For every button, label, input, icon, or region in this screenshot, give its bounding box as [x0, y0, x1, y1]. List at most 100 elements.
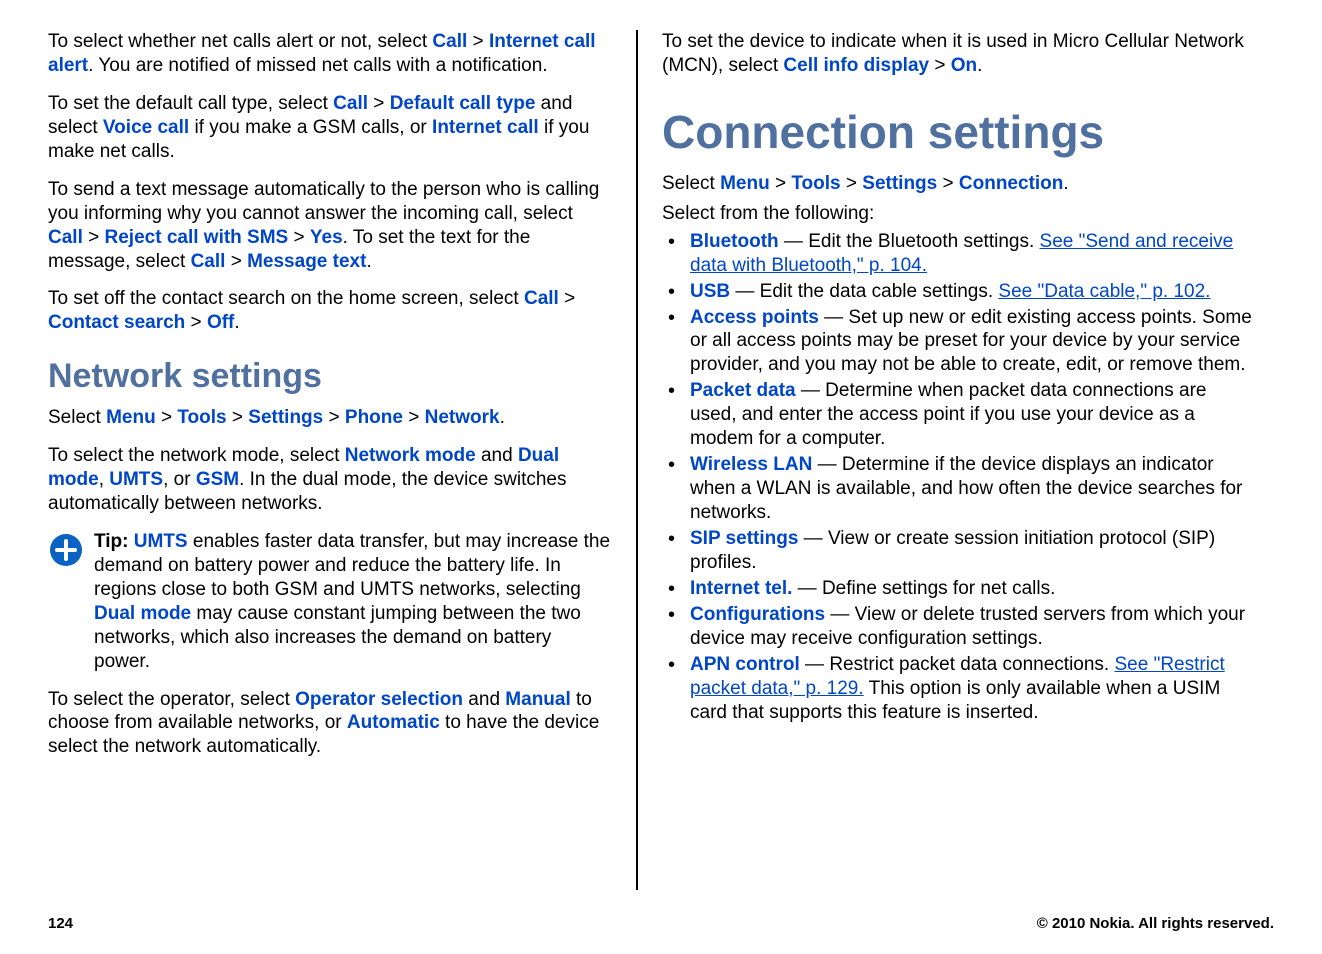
para-net-call-alert: To select whether net calls alert or not… — [48, 30, 612, 78]
text: To send a text message automatically to … — [48, 179, 599, 224]
list-item-usb: USB — Edit the data cable settings. See … — [662, 280, 1254, 304]
text: . — [366, 251, 371, 272]
term-off: Off — [207, 312, 234, 333]
text: . You are notified of missed net calls w… — [88, 55, 547, 76]
text: — Edit the data cable settings. — [730, 281, 998, 302]
separator: > — [937, 173, 959, 194]
para-network-mode: To select the network mode, select Netwo… — [48, 444, 612, 516]
term-internet-call: Internet call — [432, 117, 539, 138]
term-usb: USB — [690, 281, 730, 302]
term-menu: Menu — [720, 173, 770, 194]
text: . — [1063, 173, 1068, 194]
text: To set the default call type, select — [48, 93, 333, 114]
text: , or — [163, 469, 196, 490]
link-usb-ref[interactable]: See "Data cable," p. 102. — [998, 281, 1210, 302]
term-message-text: Message text — [247, 251, 366, 272]
text: Select — [48, 407, 106, 428]
text: Select — [662, 173, 720, 194]
term-sip-settings: SIP settings — [690, 528, 798, 549]
para-reject-sms: To send a text message automatically to … — [48, 178, 612, 274]
text: and — [463, 689, 505, 710]
tip-icon — [48, 532, 84, 568]
term-settings: Settings — [862, 173, 937, 194]
connection-options-list: Bluetooth — Edit the Bluetooth settings.… — [662, 230, 1254, 725]
separator: > — [227, 407, 249, 428]
term-gsm: GSM — [196, 469, 239, 490]
separator: > — [156, 407, 178, 428]
term-umts: UMTS — [134, 531, 188, 552]
term-network: Network — [425, 407, 500, 428]
list-item-configurations: Configurations — View or delete trusted … — [662, 603, 1254, 651]
separator: > — [841, 173, 863, 194]
left-column: To select whether net calls alert or not… — [48, 30, 638, 890]
text: . — [977, 55, 982, 76]
term-contact-search: Contact search — [48, 312, 185, 333]
term-call: Call — [333, 93, 368, 114]
separator: > — [559, 288, 575, 309]
term-voice-call: Voice call — [103, 117, 189, 138]
nav-path-connection: Select Menu > Tools > Settings > Connect… — [662, 172, 1254, 196]
separator: > — [225, 251, 247, 272]
text: To select whether net calls alert or not… — [48, 31, 432, 52]
term-default-call-type: Default call type — [390, 93, 536, 114]
content-columns: To select whether net calls alert or not… — [48, 30, 1274, 890]
separator: > — [467, 31, 489, 52]
page: To select whether net calls alert or not… — [0, 0, 1322, 954]
term-call: Call — [48, 227, 83, 248]
list-item-internet-tel: Internet tel. — Define settings for net … — [662, 577, 1254, 601]
text: To select the operator, select — [48, 689, 295, 710]
para-contact-search: To set off the contact search on the hom… — [48, 287, 612, 335]
term-network-mode: Network mode — [345, 445, 476, 466]
term-wireless-lan: Wireless LAN — [690, 454, 812, 475]
term-cell-info-display: Cell info display — [783, 55, 929, 76]
term-call: Call — [432, 31, 467, 52]
term-phone: Phone — [345, 407, 403, 428]
text: . — [500, 407, 505, 428]
term-menu: Menu — [106, 407, 156, 428]
term-settings: Settings — [248, 407, 323, 428]
term-packet-data: Packet data — [690, 380, 796, 401]
text: — Restrict packet data connections. — [800, 654, 1115, 675]
term-reject-sms: Reject call with SMS — [105, 227, 289, 248]
term-access-points: Access points — [690, 307, 819, 328]
term-yes: Yes — [310, 227, 343, 248]
nav-path-network: Select Menu > Tools > Settings > Phone >… — [48, 406, 612, 430]
separator: > — [368, 93, 390, 114]
term-umts: UMTS — [109, 469, 163, 490]
separator: > — [770, 173, 792, 194]
para-default-call-type: To set the default call type, select Cal… — [48, 92, 612, 164]
term-automatic: Automatic — [347, 712, 440, 733]
separator: > — [83, 227, 105, 248]
text: if you make a GSM calls, or — [189, 117, 432, 138]
separator: > — [323, 407, 345, 428]
list-item-access-points: Access points — Set up new or edit exist… — [662, 306, 1254, 378]
term-internet-tel: Internet tel. — [690, 578, 792, 599]
text: , — [99, 469, 110, 490]
separator: > — [929, 55, 951, 76]
text: and — [476, 445, 518, 466]
para-cell-info: To set the device to indicate when it is… — [662, 30, 1254, 78]
list-item-apn-control: APN control — Restrict packet data conne… — [662, 653, 1254, 725]
separator: > — [185, 312, 207, 333]
list-item-bluetooth: Bluetooth — Edit the Bluetooth settings.… — [662, 230, 1254, 278]
text: To select the network mode, select — [48, 445, 345, 466]
para-select-following: Select from the following: — [662, 202, 1254, 226]
term-bluetooth: Bluetooth — [690, 231, 779, 252]
text: — Define settings for net calls. — [792, 578, 1055, 599]
copyright-text: © 2010 Nokia. All rights reserved. — [1037, 915, 1274, 932]
list-item-wireless-lan: Wireless LAN — Determine if the device d… — [662, 453, 1254, 525]
heading-network-settings: Network settings — [48, 355, 612, 398]
term-on: On — [951, 55, 977, 76]
footer: 124 © 2010 Nokia. All rights reserved. — [48, 915, 1274, 932]
right-column: To set the device to indicate when it is… — [638, 30, 1254, 890]
term-apn-control: APN control — [690, 654, 800, 675]
heading-connection-settings: Connection settings — [662, 104, 1254, 162]
term-tools: Tools — [791, 173, 840, 194]
tip-label: Tip: — [94, 531, 134, 552]
term-dual-mode: Dual mode — [94, 603, 191, 624]
text: To set off the contact search on the hom… — [48, 288, 524, 309]
term-call: Call — [191, 251, 226, 272]
separator: > — [288, 227, 310, 248]
list-item-sip-settings: SIP settings — View or create session in… — [662, 527, 1254, 575]
term-call: Call — [524, 288, 559, 309]
